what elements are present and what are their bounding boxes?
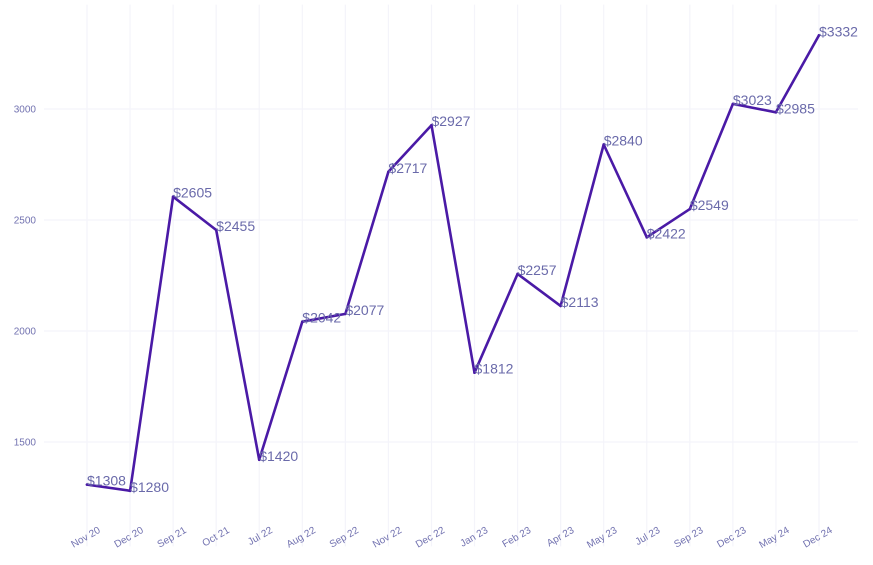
y-tick-label: 1500 — [14, 438, 37, 449]
data-label: $2605 — [173, 185, 212, 201]
data-point — [214, 228, 218, 232]
data-point — [128, 489, 132, 493]
series-line — [85, 34, 821, 493]
x-tick-label: Dec 20 — [113, 525, 146, 551]
x-axis-ticks: Nov 20 Dec 20 Sep 21 Oct 21 Jul 22 Aug 22 Sep … — [70, 525, 835, 551]
data-label: $2840 — [604, 133, 643, 149]
data-label: $2257 — [518, 262, 557, 278]
x-tick-label: Aug 22 — [285, 525, 318, 551]
x-tick-label: May 24 — [758, 525, 792, 551]
data-label: $2927 — [431, 113, 470, 129]
y-tick-label: 2000 — [14, 327, 37, 338]
y-axis-ticks: 1500 2000 2500 3000 — [14, 105, 37, 449]
data-label: $1812 — [475, 361, 514, 377]
data-label: $2077 — [345, 302, 384, 318]
data-label: $2985 — [776, 100, 815, 116]
data-point — [731, 102, 735, 106]
x-tick-label: Sep 22 — [328, 525, 361, 551]
data-point — [300, 320, 304, 323]
data-label: $2549 — [690, 197, 729, 213]
data-point — [516, 272, 519, 276]
x-tick-label: Jul 23 — [634, 525, 663, 548]
x-tick-label: Dec 24 — [802, 525, 835, 551]
data-labels: $1308 $1280 $2605 $2455 $1420 $2042 $2077 $2717… — [85, 23, 858, 495]
y-tick-label: 3000 — [14, 105, 37, 116]
data-label: $3332 — [819, 23, 858, 39]
data-label: $1280 — [130, 479, 169, 495]
x-tick-label: Dec 22 — [414, 525, 447, 551]
data-point — [645, 236, 649, 239]
data-point — [559, 304, 562, 308]
data-point — [344, 312, 347, 316]
x-tick-label: Sep 23 — [672, 525, 705, 551]
data-label: $1420 — [259, 448, 298, 464]
data-point — [430, 123, 433, 127]
x-tick-label: Jul 22 — [246, 525, 275, 548]
data-label: $2042 — [302, 310, 341, 326]
x-tick-label: Sep 21 — [156, 525, 189, 551]
x-tick-label: Nov 22 — [371, 525, 404, 551]
data-label: $1308 — [87, 473, 126, 489]
data-point — [257, 458, 261, 462]
data-label: $2113 — [561, 294, 599, 310]
data-point — [602, 143, 606, 146]
data-label: $2717 — [388, 160, 427, 176]
data-point — [688, 207, 692, 211]
x-tick-label: May 23 — [585, 525, 619, 551]
x-tick-label: Dec 23 — [715, 525, 748, 551]
data-point — [774, 111, 778, 114]
data-point — [85, 483, 89, 486]
y-tick-label: 2500 — [14, 216, 37, 227]
gridlines — [44, 4, 858, 547]
x-tick-label: Nov 20 — [70, 525, 103, 551]
data-label: $3023 — [733, 92, 772, 108]
data-point — [817, 33, 821, 37]
data-point — [387, 170, 390, 174]
data-label: $2422 — [647, 225, 686, 241]
data-point — [473, 371, 476, 375]
data-label: $2455 — [216, 218, 255, 234]
data-point — [171, 195, 175, 198]
